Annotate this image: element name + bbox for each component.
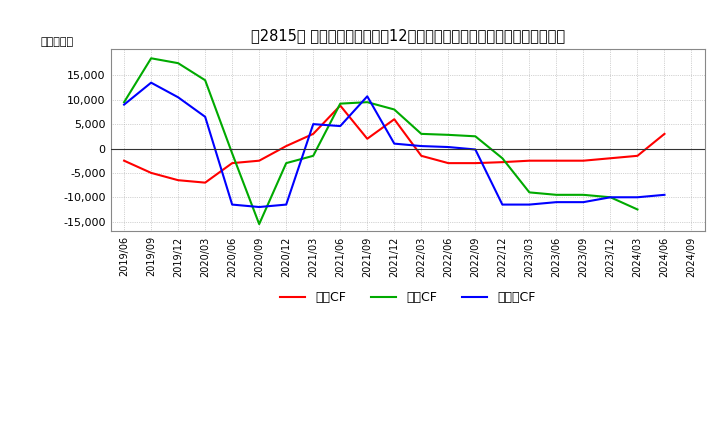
フリーCF <box>633 194 642 200</box>
営業CF <box>552 158 561 163</box>
投資CF <box>471 134 480 139</box>
営業CF <box>336 103 345 108</box>
投資CF <box>633 207 642 212</box>
営業CF <box>660 131 669 136</box>
Y-axis label: （百万円）: （百万円） <box>40 37 73 47</box>
投資CF <box>606 194 615 200</box>
営業CF <box>255 158 264 163</box>
フリーCF <box>120 102 128 107</box>
フリーCF <box>471 147 480 152</box>
投資CF <box>390 107 399 112</box>
営業CF <box>363 136 372 141</box>
フリーCF <box>525 202 534 207</box>
フリーCF <box>498 202 507 207</box>
Line: 投資CF: 投資CF <box>124 58 637 224</box>
投資CF <box>363 99 372 105</box>
フリーCF <box>147 80 156 85</box>
投資CF <box>255 221 264 227</box>
投資CF <box>579 192 588 198</box>
投資CF <box>120 99 128 105</box>
営業CF <box>282 143 291 149</box>
営業CF <box>120 158 128 163</box>
フリーCF <box>201 114 210 119</box>
投資CF <box>174 61 182 66</box>
投資CF <box>525 190 534 195</box>
営業CF <box>390 117 399 122</box>
営業CF <box>633 153 642 158</box>
営業CF <box>309 131 318 136</box>
投資CF <box>201 77 210 83</box>
フリーCF <box>579 199 588 205</box>
投資CF <box>228 151 236 156</box>
フリーCF <box>174 95 182 100</box>
営業CF <box>579 158 588 163</box>
Line: フリーCF: フリーCF <box>124 83 665 207</box>
Line: 営業CF: 営業CF <box>124 106 665 183</box>
フリーCF <box>444 144 453 150</box>
Title: 【2815】 キャッシュフローの12か月移動合計の対前年同期増減額の推移: 【2815】 キャッシュフローの12か月移動合計の対前年同期増減額の推移 <box>251 28 565 43</box>
投資CF <box>498 156 507 161</box>
営業CF <box>606 156 615 161</box>
営業CF <box>228 161 236 166</box>
投資CF <box>309 153 318 158</box>
営業CF <box>417 153 426 158</box>
営業CF <box>174 178 182 183</box>
営業CF <box>498 160 507 165</box>
営業CF <box>147 170 156 176</box>
フリーCF <box>309 121 318 127</box>
フリーCF <box>390 141 399 146</box>
投資CF <box>282 161 291 166</box>
フリーCF <box>660 192 669 198</box>
フリーCF <box>417 143 426 149</box>
投資CF <box>552 192 561 198</box>
フリーCF <box>336 124 345 129</box>
営業CF <box>444 161 453 166</box>
営業CF <box>201 180 210 185</box>
フリーCF <box>552 199 561 205</box>
フリーCF <box>363 94 372 99</box>
投資CF <box>417 131 426 136</box>
フリーCF <box>255 204 264 209</box>
投資CF <box>444 132 453 137</box>
投資CF <box>336 101 345 106</box>
営業CF <box>525 158 534 163</box>
フリーCF <box>228 202 236 207</box>
Legend: 営業CF, 投資CF, フリーCF: 営業CF, 投資CF, フリーCF <box>275 286 540 309</box>
フリーCF <box>606 194 615 200</box>
投資CF <box>147 55 156 61</box>
営業CF <box>471 161 480 166</box>
フリーCF <box>282 202 291 207</box>
